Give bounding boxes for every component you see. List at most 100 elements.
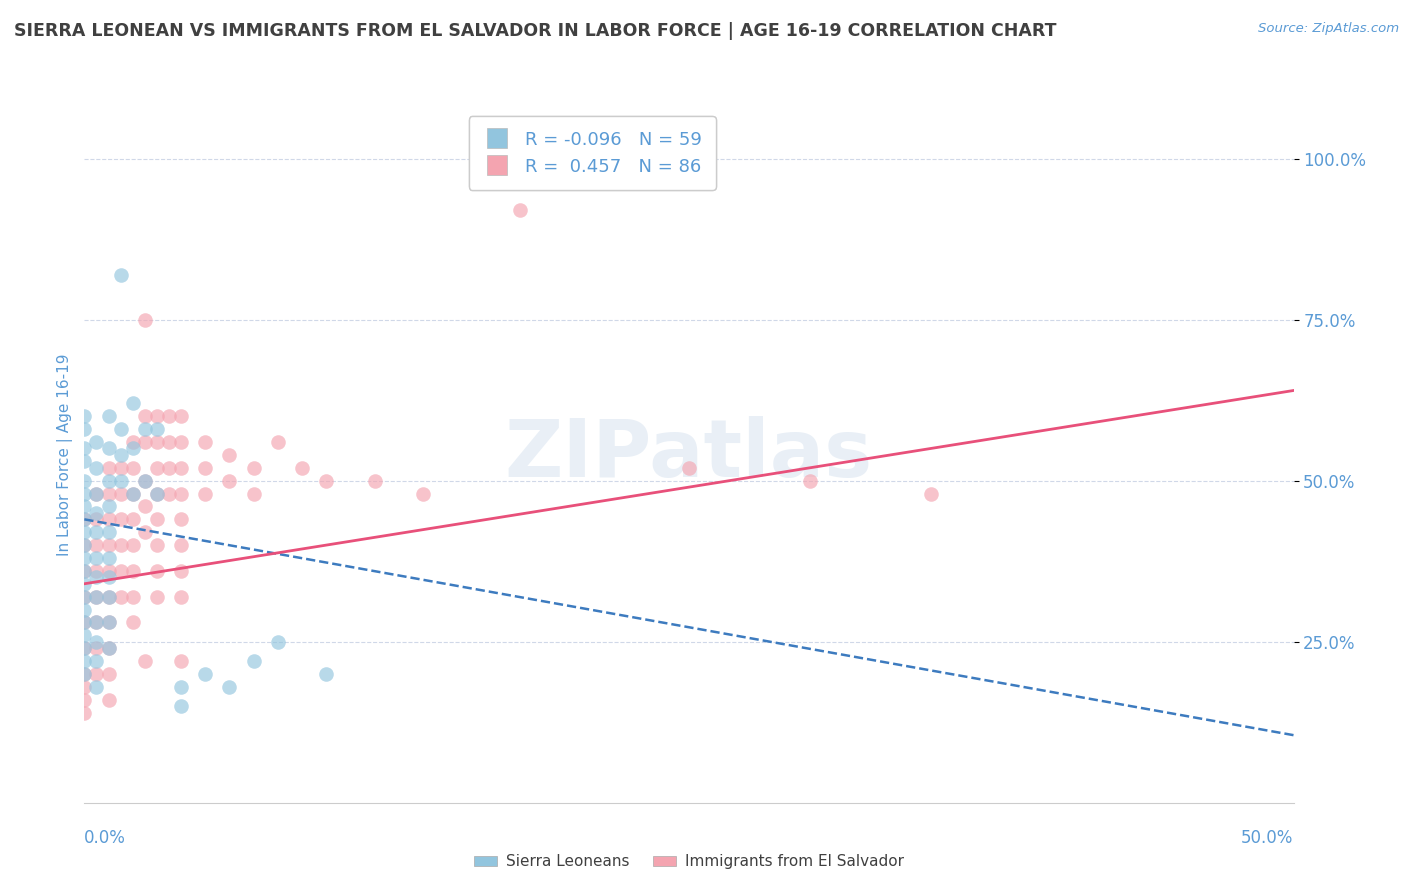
Point <box>86 641 108 656</box>
Point <box>194 435 217 450</box>
Point <box>134 435 156 450</box>
Point <box>121 460 143 475</box>
Point <box>170 654 193 668</box>
Point <box>218 448 240 462</box>
Point <box>121 442 143 456</box>
Point <box>97 409 120 424</box>
Point <box>157 486 180 500</box>
Point <box>315 474 337 488</box>
Point <box>799 474 821 488</box>
Point <box>412 486 434 500</box>
Point <box>110 538 132 552</box>
Text: 0.0%: 0.0% <box>84 829 127 847</box>
Point <box>170 680 193 694</box>
Point <box>86 486 108 500</box>
Point <box>110 486 132 500</box>
Point <box>97 641 120 656</box>
Point <box>121 486 143 500</box>
Point <box>110 460 132 475</box>
Point <box>97 692 120 706</box>
Point <box>146 422 169 436</box>
Point <box>146 486 169 500</box>
Point <box>73 454 96 468</box>
Point <box>110 268 132 282</box>
Point <box>73 615 96 630</box>
Point <box>121 615 143 630</box>
Point <box>73 576 96 591</box>
Point <box>86 551 108 566</box>
Point <box>170 486 193 500</box>
Point <box>97 590 120 604</box>
Point <box>267 634 290 648</box>
Point <box>110 448 132 462</box>
Point <box>73 590 96 604</box>
Y-axis label: In Labor Force | Age 16-19: In Labor Force | Age 16-19 <box>58 353 73 557</box>
Point <box>121 538 143 552</box>
Point <box>86 506 108 520</box>
Point <box>86 564 108 578</box>
Point <box>97 615 120 630</box>
Point <box>146 564 169 578</box>
Point <box>73 409 96 424</box>
Point <box>73 486 96 500</box>
Point <box>86 570 108 584</box>
Point <box>86 460 108 475</box>
Point <box>73 474 96 488</box>
Point <box>110 564 132 578</box>
Point <box>121 396 143 410</box>
Point <box>218 680 240 694</box>
Point <box>170 590 193 604</box>
Point <box>73 667 96 681</box>
Point <box>73 538 96 552</box>
Point <box>73 706 96 720</box>
Point <box>97 442 120 456</box>
Point <box>73 692 96 706</box>
Point <box>242 486 264 500</box>
Point <box>86 512 108 526</box>
Point <box>73 512 96 526</box>
Point <box>110 590 132 604</box>
Point <box>86 654 108 668</box>
Point <box>73 422 96 436</box>
Point <box>73 525 96 540</box>
Point <box>134 500 156 514</box>
Point <box>242 654 264 668</box>
Point <box>146 590 169 604</box>
Text: 50.0%: 50.0% <box>1241 829 1294 847</box>
Point <box>73 667 96 681</box>
Point <box>97 538 120 552</box>
Point <box>146 435 169 450</box>
Point <box>97 500 120 514</box>
Point <box>97 570 120 584</box>
Point <box>73 680 96 694</box>
Point <box>86 486 108 500</box>
Point <box>86 680 108 694</box>
Point <box>97 512 120 526</box>
Point <box>121 564 143 578</box>
Point <box>170 512 193 526</box>
Point <box>86 615 108 630</box>
Point <box>97 551 120 566</box>
Point <box>86 615 108 630</box>
Point <box>86 667 108 681</box>
Point <box>242 460 264 475</box>
Point <box>146 460 169 475</box>
Point <box>146 486 169 500</box>
Point <box>86 590 108 604</box>
Point <box>86 590 108 604</box>
Point <box>73 551 96 566</box>
Legend: Sierra Leoneans, Immigrants from El Salvador: Sierra Leoneans, Immigrants from El Salv… <box>468 848 910 875</box>
Legend: R = -0.096   N = 59, R =  0.457   N = 86: R = -0.096 N = 59, R = 0.457 N = 86 <box>468 116 716 190</box>
Point <box>134 409 156 424</box>
Point <box>86 634 108 648</box>
Point <box>170 699 193 714</box>
Point <box>121 486 143 500</box>
Point <box>509 203 531 218</box>
Point <box>194 460 217 475</box>
Point <box>121 435 143 450</box>
Point <box>86 525 108 540</box>
Point <box>194 486 217 500</box>
Point <box>315 667 337 681</box>
Point <box>194 667 217 681</box>
Point <box>121 512 143 526</box>
